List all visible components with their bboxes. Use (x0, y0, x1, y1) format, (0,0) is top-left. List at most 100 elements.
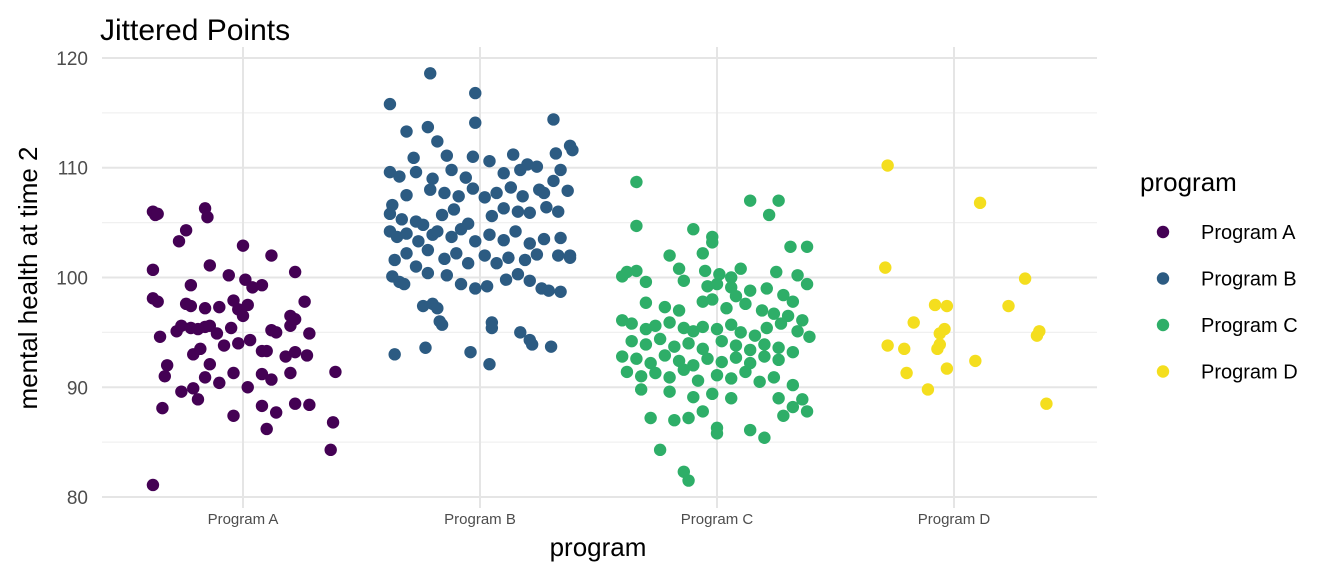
data-point (616, 350, 629, 363)
data-point (329, 365, 342, 379)
data-point (770, 265, 783, 279)
data-point (720, 302, 733, 315)
data-point (416, 218, 430, 232)
data-point (677, 321, 691, 335)
data-point (649, 366, 662, 380)
data-point (383, 165, 397, 179)
data-point (1002, 299, 1015, 313)
data-point (388, 348, 401, 361)
data-point (973, 196, 987, 210)
data-point (260, 422, 273, 436)
data-point (698, 264, 712, 278)
data-point (243, 333, 257, 347)
data-point (187, 382, 200, 395)
data-point (881, 339, 894, 352)
data-point (940, 362, 954, 375)
data-point (691, 374, 705, 387)
data-point (469, 116, 482, 129)
data-point (201, 210, 214, 224)
data-point (729, 339, 743, 352)
data-point (630, 264, 643, 278)
data-point (236, 309, 250, 323)
data-point (447, 203, 461, 216)
data-point (800, 277, 814, 291)
data-point (668, 413, 681, 427)
data-point (1040, 397, 1053, 410)
data-point (898, 342, 911, 356)
legend-label: Program B (1201, 269, 1297, 291)
data-point (715, 334, 728, 348)
data-point (511, 268, 525, 281)
data-point (537, 186, 551, 200)
data-point (933, 338, 946, 351)
x-axis-title: program (550, 532, 647, 562)
data-point (748, 329, 762, 342)
data-point (710, 277, 724, 291)
data-point (743, 423, 757, 437)
data-point (772, 341, 785, 354)
data-point (269, 326, 283, 339)
legend-key (1156, 272, 1170, 285)
data-point (516, 190, 529, 203)
data-point (634, 370, 648, 383)
data-point (625, 317, 638, 330)
data-point (459, 171, 472, 184)
data-point (791, 325, 804, 338)
data-point (146, 478, 160, 492)
data-point (227, 366, 240, 380)
y-tick-label: 120 (56, 49, 88, 70)
data-point (784, 240, 797, 253)
data-point (777, 409, 790, 422)
data-point (658, 300, 672, 314)
data-point (786, 295, 800, 308)
data-point (222, 269, 235, 282)
data-point (236, 239, 250, 252)
data-point (480, 280, 494, 293)
legend-key (1156, 225, 1170, 239)
data-point (303, 398, 316, 412)
data-point (523, 274, 536, 287)
data-point (409, 260, 423, 273)
data-point (390, 230, 404, 244)
data-point (762, 208, 776, 222)
data-point (213, 300, 226, 314)
data-point (563, 251, 577, 264)
data-point (383, 97, 397, 111)
data-point (1018, 272, 1032, 285)
x-tick-label: Program A (208, 511, 279, 528)
data-point (514, 163, 527, 177)
data-point (663, 316, 676, 329)
legend-label: Program C (1201, 315, 1298, 337)
data-point (725, 318, 738, 331)
data-point (677, 363, 691, 376)
x-tick-label: Program B (444, 511, 516, 528)
data-point (928, 298, 942, 312)
data-point (921, 383, 935, 396)
data-point (786, 378, 800, 392)
data-point (440, 149, 454, 162)
data-point (232, 337, 245, 350)
data-point (469, 282, 482, 295)
data-point (483, 154, 496, 168)
data-point (160, 359, 174, 372)
data-point (630, 219, 643, 233)
data-point (713, 268, 726, 281)
data-point (383, 207, 397, 221)
data-point (672, 304, 686, 317)
data-point (530, 248, 544, 261)
data-point (879, 261, 892, 274)
data-point (796, 393, 809, 406)
data-point (940, 299, 954, 313)
data-point (729, 351, 743, 364)
data-point (630, 352, 643, 365)
data-point (191, 393, 205, 406)
data-point (701, 280, 714, 293)
data-point (639, 296, 653, 309)
data-point (710, 322, 724, 336)
data-point (421, 243, 435, 257)
data-point (431, 302, 444, 315)
data-point (421, 120, 435, 134)
data-point (710, 427, 724, 440)
data-point (300, 349, 314, 362)
